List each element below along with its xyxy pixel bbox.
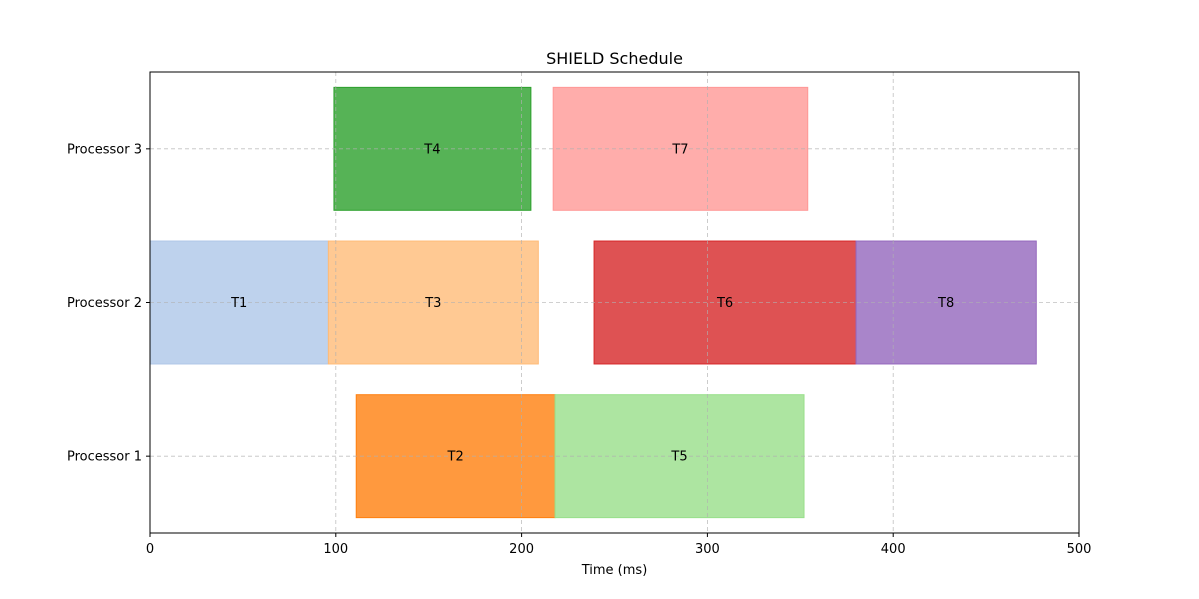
y-tick-label: Processor 1: [67, 450, 142, 465]
task-label-t1: T1: [230, 296, 247, 311]
task-label-t2: T2: [447, 450, 464, 465]
task-label-t3: T3: [424, 296, 441, 311]
task-label-t8: T8: [937, 296, 954, 311]
task-label-t5: T5: [670, 450, 687, 465]
x-axis-label: Time (ms): [581, 563, 648, 578]
task-bar-t7: [552, 86, 809, 211]
x-tick-label: 0: [146, 542, 154, 557]
x-tick-label: 200: [509, 542, 534, 557]
x-tick-label: 500: [1067, 542, 1092, 557]
x-axis-ticks: 0 100 200 300 400 500: [146, 533, 1092, 557]
chart-title: SHIELD Schedule: [546, 49, 683, 68]
x-tick-label: 100: [323, 542, 348, 557]
x-tick-label: 400: [881, 542, 906, 557]
y-tick-label: Processor 2: [67, 296, 142, 311]
task-labels: T1 T2 T3 T4 T5 T6 T7 T8: [230, 142, 954, 464]
grid-lines: [149, 72, 1080, 533]
task-label-t7: T7: [671, 142, 688, 157]
task-label-t4: T4: [423, 142, 440, 157]
x-tick-label: 300: [695, 542, 720, 557]
y-tick-label: Processor 3: [67, 142, 142, 157]
task-label-t6: T6: [716, 296, 733, 311]
y-axis-ticks: Processor 1 Processor 2 Processor 3: [67, 142, 150, 465]
